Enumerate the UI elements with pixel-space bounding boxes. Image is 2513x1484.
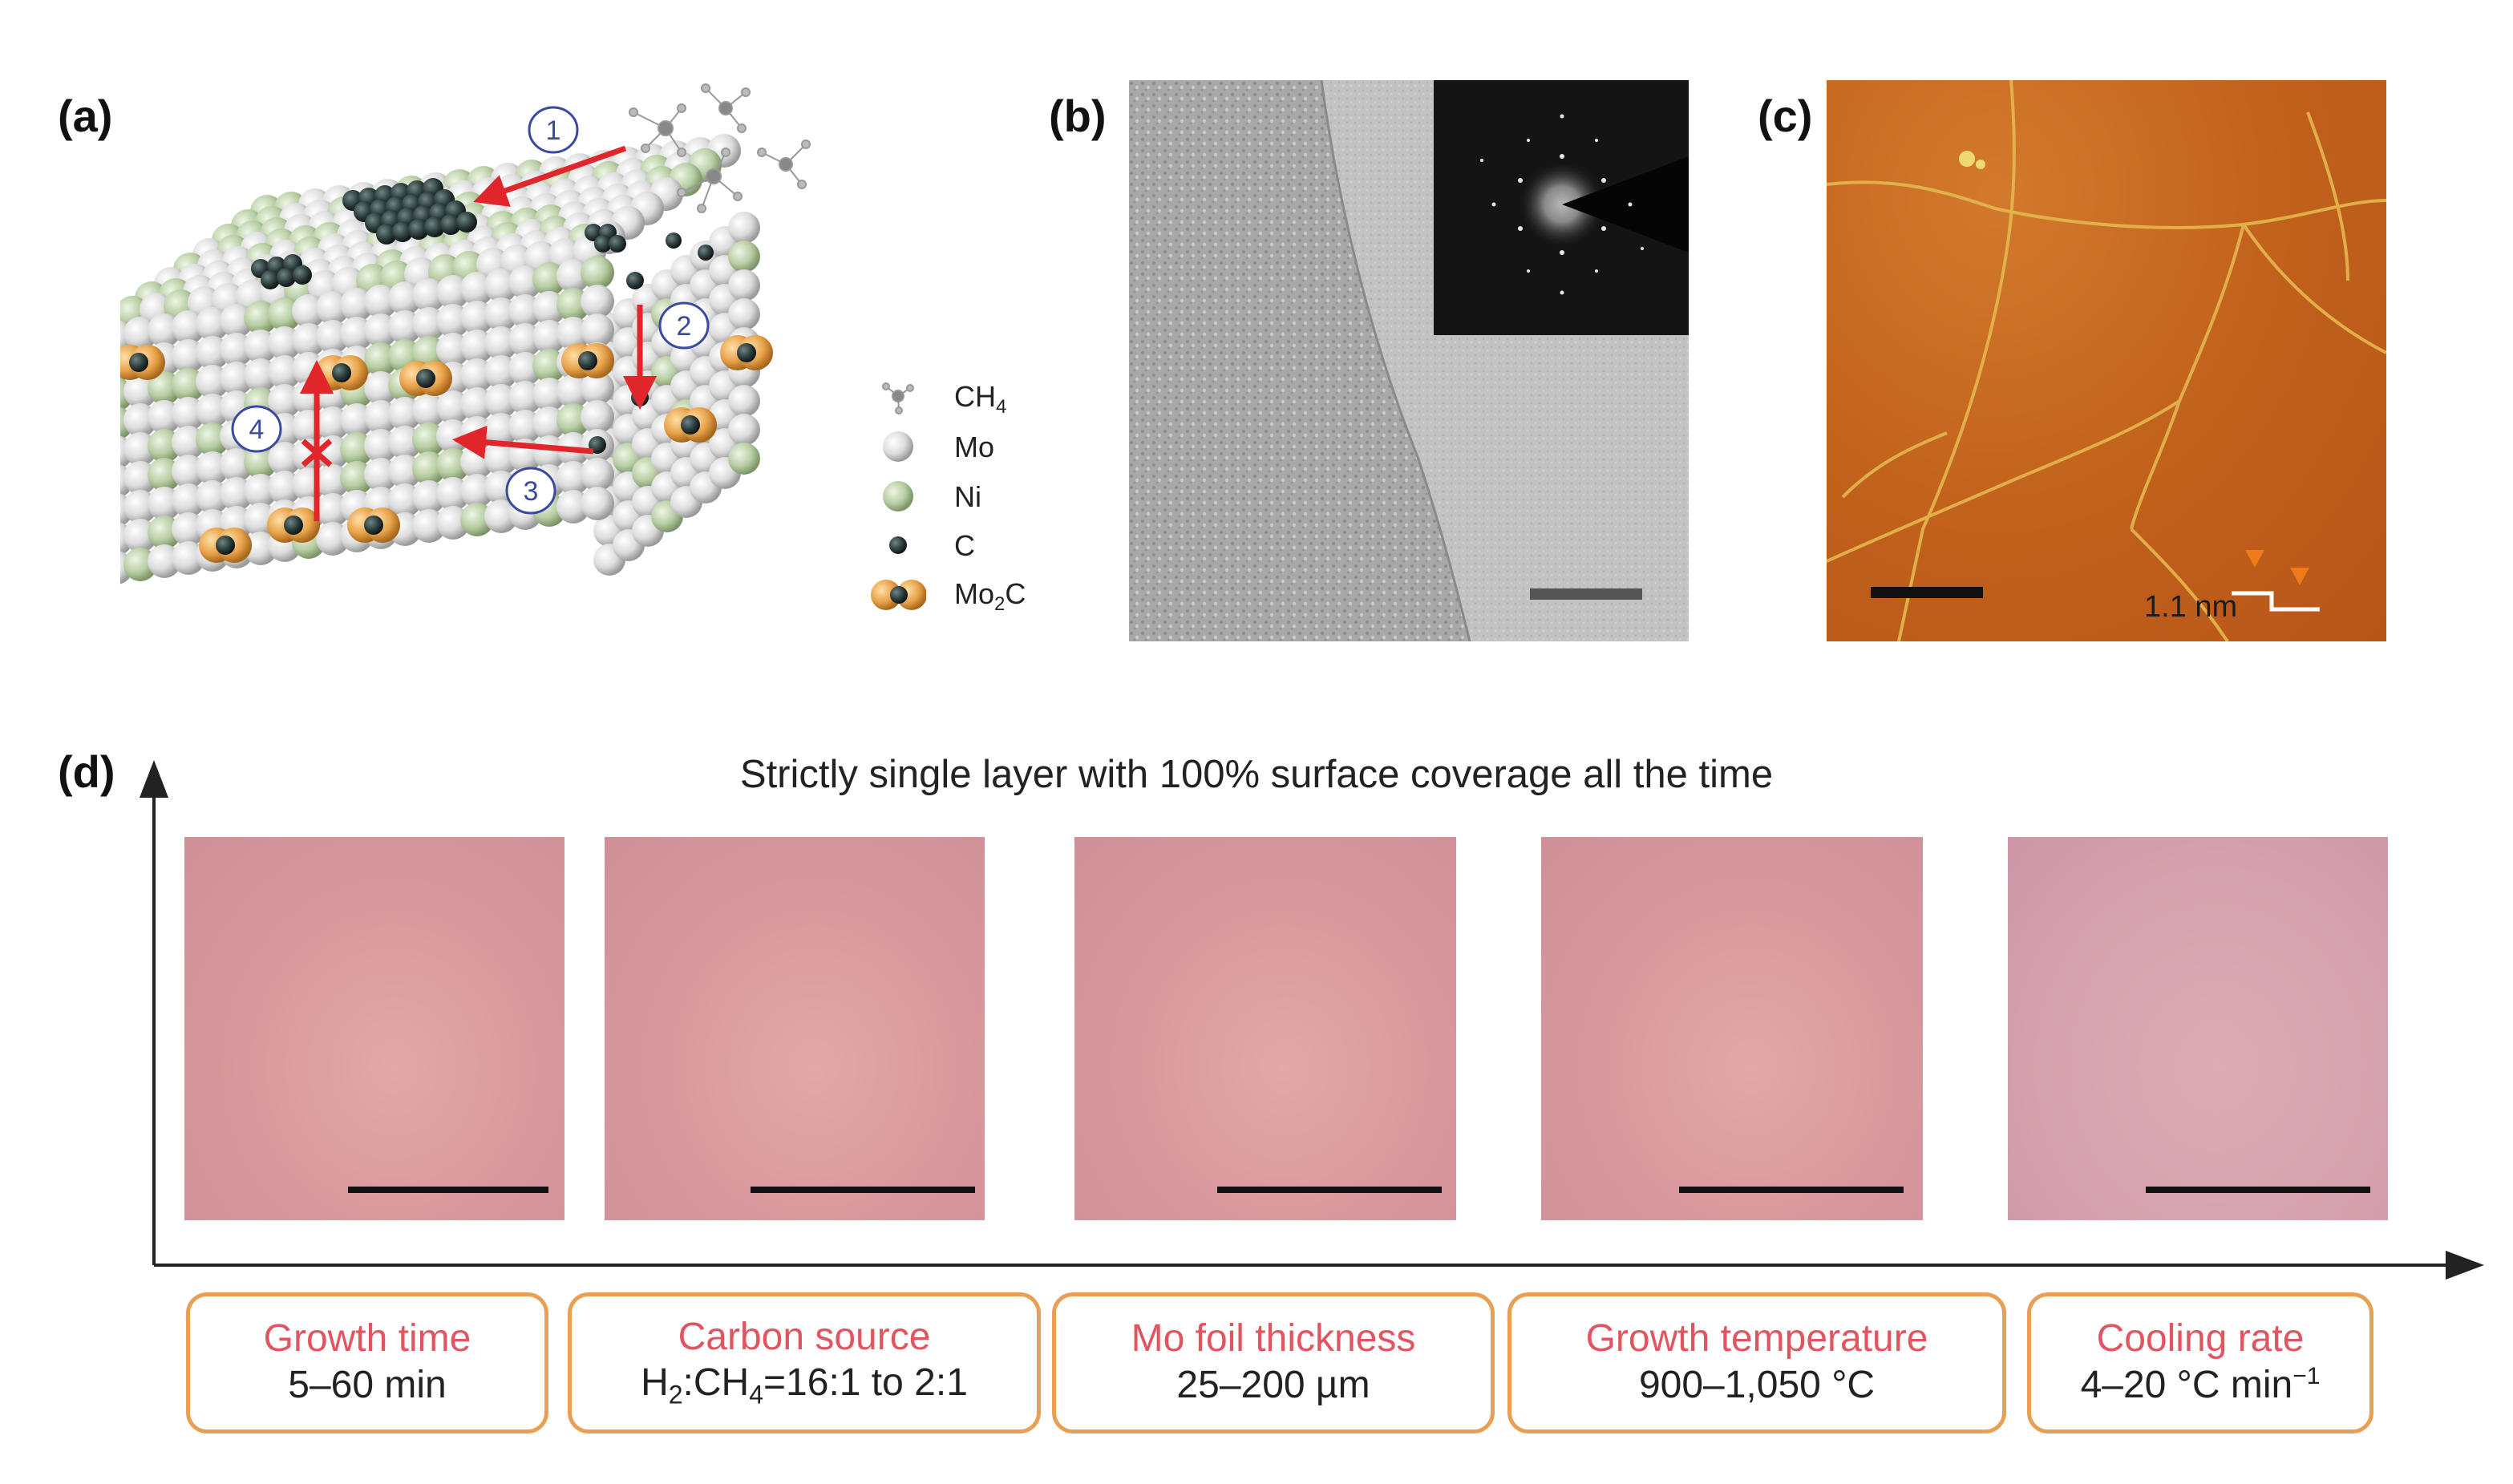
- carbon-atom: [408, 219, 429, 240]
- mo-atom: [728, 298, 760, 330]
- mo-atom: [728, 414, 760, 446]
- afm-scale-bar: [1871, 587, 1983, 598]
- optical-image-growth-time: [184, 837, 565, 1220]
- carbon-atom: [594, 235, 612, 253]
- mo-atom: [728, 385, 760, 417]
- legend-ni-label: Ni: [954, 480, 981, 513]
- mo-atom: [581, 371, 614, 405]
- param-growth-temperature: Growth temperature 900–1,050 °C: [1507, 1292, 2006, 1433]
- methane-icon: [882, 382, 914, 414]
- svg-text:4: 4: [249, 414, 265, 445]
- height-label: 1.1 nm: [2144, 590, 2238, 624]
- mo-atom: [581, 487, 614, 520]
- carbon-atom: [424, 216, 445, 237]
- legend-mo2c-label: Mo2C: [954, 577, 1026, 616]
- carbon-atom: [666, 233, 682, 249]
- step-3-badge: 3: [505, 467, 556, 515]
- panel-b-label: (b): [1049, 91, 1107, 141]
- mo-atom: [581, 458, 614, 491]
- carbon-atom: [376, 224, 397, 245]
- c-atom-icon: [889, 536, 907, 554]
- legend-c-label: C: [954, 529, 975, 562]
- mo2c-icon: [871, 580, 926, 610]
- carbon-atom: [416, 369, 435, 388]
- mo-atom: [581, 313, 614, 347]
- carbon-atom: [392, 221, 413, 242]
- param-foil-thickness: Mo foil thickness 25–200 µm: [1052, 1292, 1495, 1433]
- svg-text:1: 1: [546, 115, 561, 146]
- mo-atom-icon: [883, 431, 913, 462]
- scale-bar: [1217, 1187, 1442, 1193]
- carbon-atom: [456, 212, 477, 233]
- mo-atom: [581, 400, 614, 434]
- afm-image: 1.1 nm: [1827, 80, 2386, 641]
- param-growth-time: Growth time 5–60 min: [186, 1292, 548, 1433]
- atom-legend: CH4 Mo Ni C Mo2C: [870, 370, 1078, 635]
- optical-image-growth-temperature: [1541, 837, 1923, 1220]
- mo-atom: [728, 212, 760, 244]
- carbon-atom: [216, 536, 235, 555]
- scale-bar: [1679, 1187, 1904, 1193]
- tem-scale-bar: [1530, 588, 1642, 600]
- scale-bar: [751, 1187, 975, 1193]
- carbon-atom: [261, 270, 280, 289]
- panel-c-label: (c): [1758, 91, 1813, 141]
- carbon-atom: [681, 415, 700, 435]
- panel-d-caption: Strictly single layer with 100% surface …: [739, 753, 1774, 796]
- ni-atom: [728, 443, 760, 475]
- scale-bar: [348, 1187, 548, 1193]
- step-3-arrow: [452, 425, 594, 459]
- optical-image-carbon-source: [605, 837, 985, 1220]
- mo-atom: [581, 285, 614, 318]
- step-4-badge: 4: [231, 405, 282, 453]
- carbon-atom: [332, 363, 351, 382]
- carbon-atom: [698, 245, 714, 261]
- methane-cluster-icon: [629, 83, 811, 213]
- carbon-atom: [129, 353, 148, 372]
- panel-a-label: (a): [58, 91, 113, 141]
- ni-atom: [728, 241, 760, 273]
- carbon-atom: [277, 268, 296, 287]
- ni-atom-icon: [883, 481, 913, 512]
- carbon-source-value: H2:CH4=16:1 to 2:1: [641, 1361, 968, 1409]
- svg-text:2: 2: [677, 311, 692, 342]
- height-profile-marker: [2232, 550, 2320, 612]
- step-1-arrow: [473, 145, 627, 207]
- carbon-atom: [364, 516, 383, 535]
- carbon-atom: [440, 214, 461, 235]
- carbon-atom: [609, 235, 626, 253]
- panel-d-label: (d): [58, 746, 115, 797]
- optical-image-foil-thickness: [1074, 837, 1456, 1220]
- carbon-atom: [626, 272, 644, 289]
- carbon-atom: [578, 351, 597, 370]
- legend-ch4-label: CH4: [954, 380, 1007, 419]
- svg-text:3: 3: [524, 476, 539, 507]
- legend-mo-label: Mo: [954, 431, 995, 463]
- param-carbon-source: Carbon source H2:CH4=16:1 to 2:1: [568, 1292, 1041, 1433]
- param-cooling-rate: Cooling rate 4–20 °C min−1: [2027, 1292, 2373, 1433]
- tem-image: [1129, 80, 1689, 641]
- mo-atom: [728, 269, 760, 301]
- diffraction-inset: [1434, 80, 1689, 335]
- optical-image-cooling-rate: [2008, 837, 2388, 1220]
- step-1-badge: 1: [528, 106, 579, 154]
- ni-atom: [581, 256, 614, 289]
- lattice-illustration: 1 2 3 4: [120, 83, 811, 584]
- carbon-atom: [284, 516, 303, 535]
- cooling-rate-value: 4–20 °C min−1: [2080, 1362, 2321, 1406]
- step-2-badge: 2: [658, 301, 710, 350]
- scale-bar: [2146, 1187, 2370, 1193]
- carbon-atom: [737, 343, 756, 362]
- carbon-atom: [293, 265, 312, 285]
